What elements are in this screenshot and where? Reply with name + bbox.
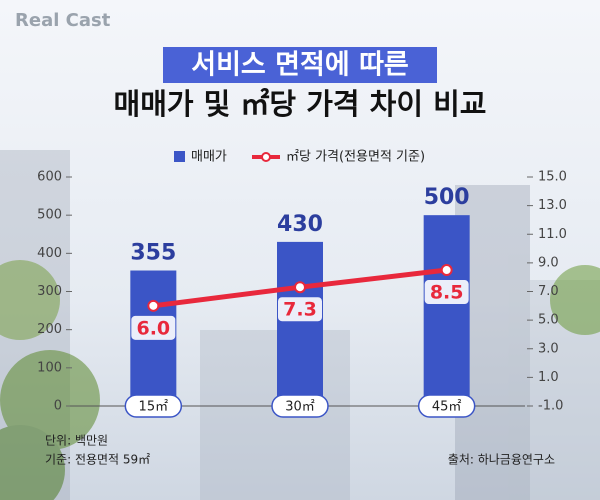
y-tick-label: 500	[37, 208, 62, 223]
y-tick-label: 1.0	[538, 370, 559, 385]
y-tick-label: 200	[37, 322, 62, 337]
line-marker	[294, 281, 306, 294]
category-pill	[417, 394, 476, 418]
x-tick-label: 30㎡	[285, 400, 315, 415]
y-tick-label: 9.0	[538, 255, 559, 270]
note: 기준: 전용면적 59㎡	[45, 453, 150, 467]
bar	[277, 241, 323, 406]
legend-swatch	[261, 152, 271, 162]
y-tick-label: 0	[54, 399, 62, 414]
bar-value-label: 500	[424, 185, 470, 210]
y-tick-label: 13.0	[538, 198, 567, 213]
source: 출처: 하나금융연구소	[448, 453, 555, 467]
title-highlight	[163, 47, 437, 83]
line-value-label: 6.0	[136, 317, 170, 339]
y-tick-label: 11.0	[538, 227, 567, 242]
y-tick-label: 300	[37, 284, 62, 299]
y-tick-label: 7.0	[538, 284, 559, 299]
legend-swatch	[174, 151, 185, 162]
line-value-label: 7.3	[283, 299, 317, 321]
bar-value-label: 430	[277, 212, 323, 237]
note: 단위: 백만원	[45, 434, 108, 448]
bar	[423, 215, 470, 406]
value-label-box	[424, 280, 469, 305]
chart-title: 서비스 면적에 따른	[191, 50, 409, 81]
value-label-box	[131, 315, 176, 340]
line-marker	[147, 299, 160, 312]
line-marker	[440, 264, 453, 277]
category-pill	[124, 394, 183, 418]
line-value-label: 8.5	[430, 282, 464, 304]
y-tick-label: 100	[37, 360, 62, 375]
chart-subtitle: 매매가 및 ㎡당 가격 차이 비교	[114, 87, 487, 121]
y-tick-label: 600	[37, 170, 62, 185]
background-trees	[0, 260, 600, 500]
y-tick-label: 400	[37, 246, 62, 261]
y-tick-label: 3.0	[538, 341, 559, 356]
bar-value-label: 355	[130, 241, 176, 266]
legend-label: ㎡당 가격(전용면적 기준)	[286, 150, 425, 165]
y-tick-label: 15.0	[538, 170, 567, 185]
x-tick-label: 45㎡	[432, 400, 462, 415]
brand-logo: Real Cast	[15, 10, 111, 31]
y-tick-label: 5.0	[538, 313, 559, 328]
value-label-box	[278, 297, 322, 322]
x-tick-label: 15㎡	[139, 400, 169, 415]
legend-label: 매매가	[191, 150, 227, 165]
category-pill	[271, 394, 329, 418]
y-tick-label: -1.0	[538, 399, 563, 414]
